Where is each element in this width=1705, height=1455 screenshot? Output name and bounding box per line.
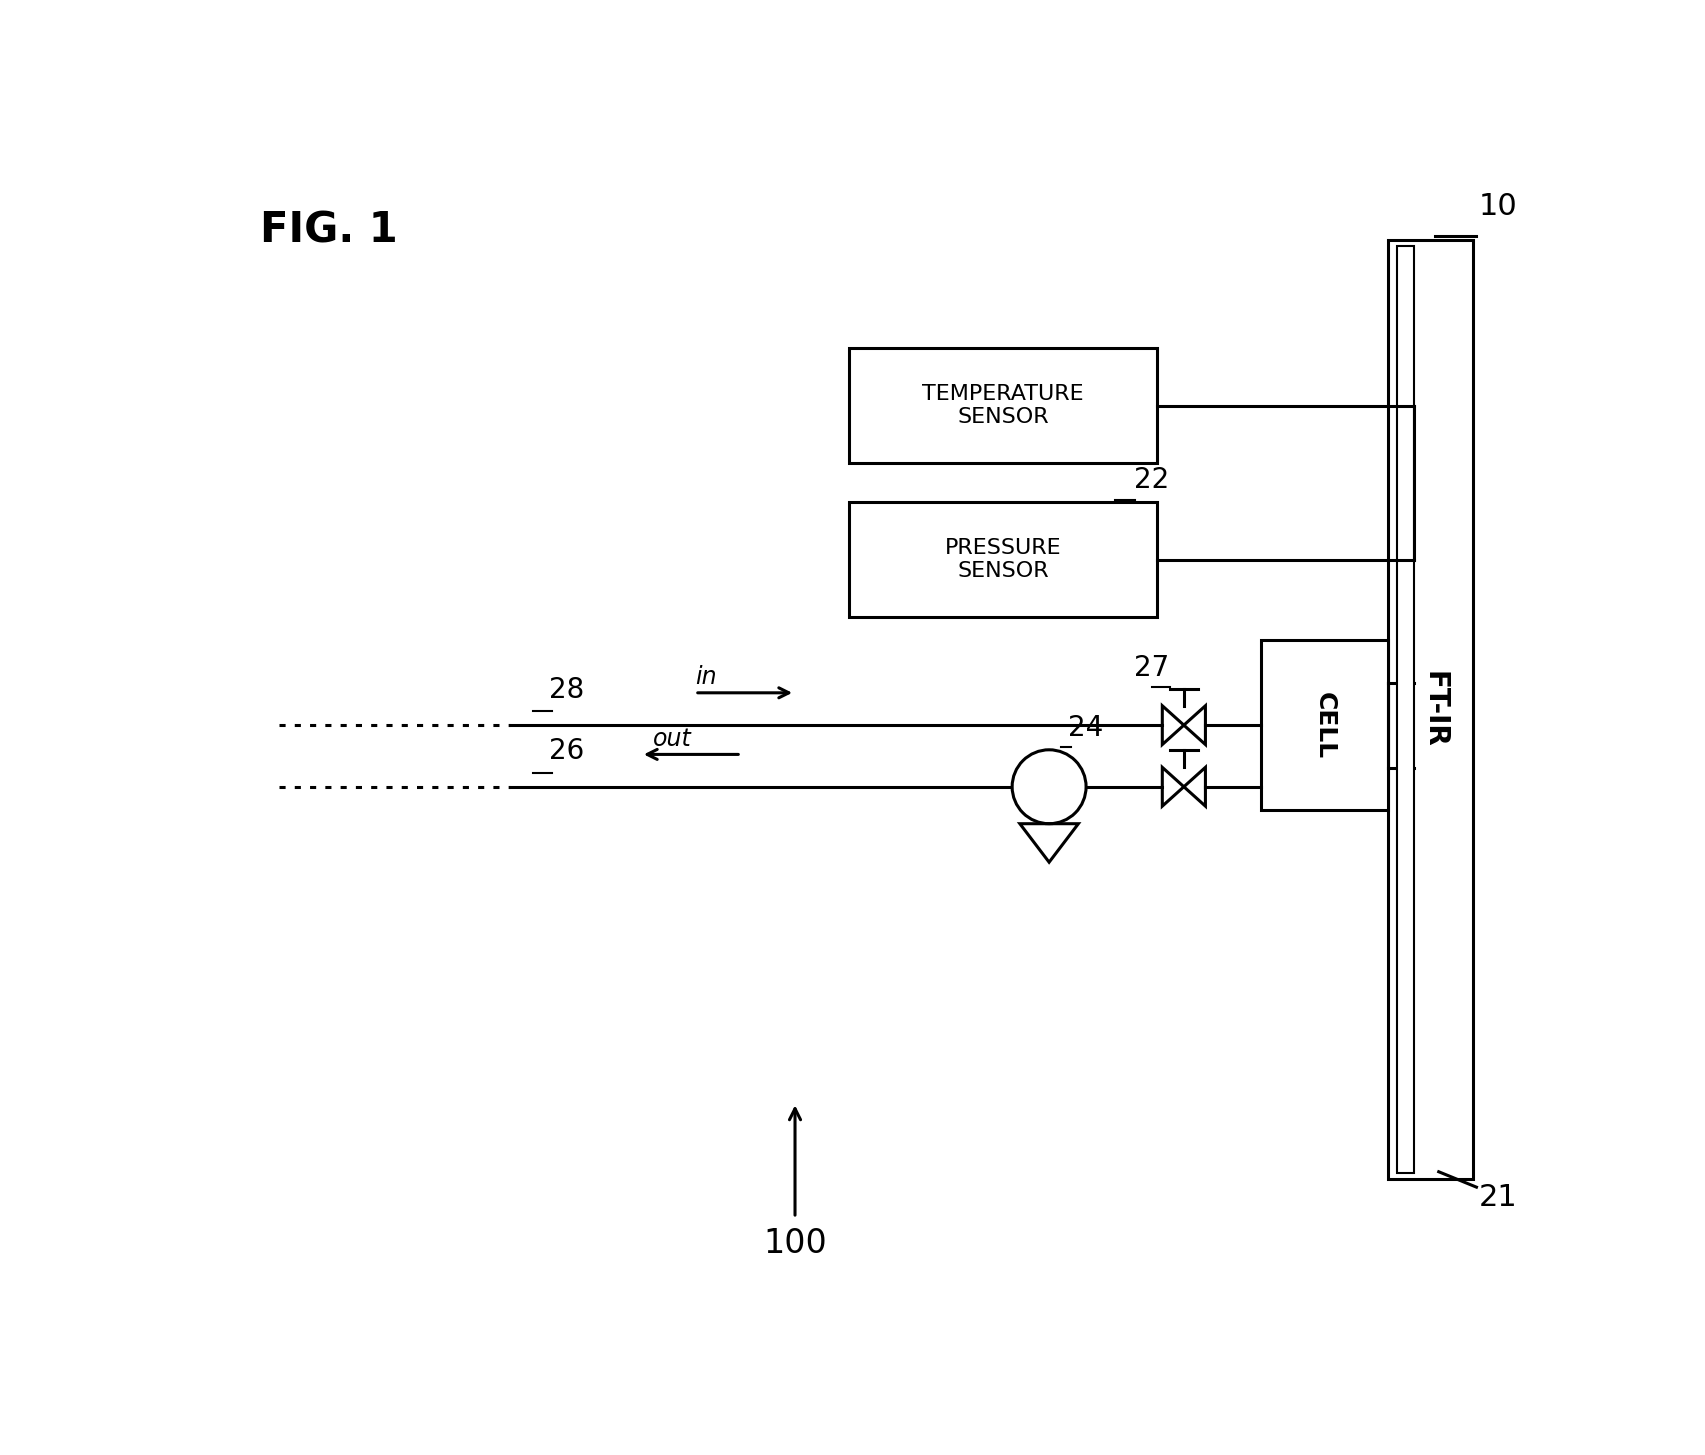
Text: FT-IR: FT-IR [1419,671,1448,748]
Text: 28: 28 [549,675,583,704]
Text: out: out [653,726,691,751]
Text: 21: 21 [1478,1183,1517,1212]
Text: 27: 27 [1134,655,1168,682]
Bar [849,348,1156,463]
Text: CELL: CELL [1311,691,1335,758]
Text: 22: 22 [1134,466,1168,495]
Bar [849,502,1156,617]
Bar [1396,246,1413,1173]
Text: PRESSURE
SENSOR: PRESSURE SENSOR [945,538,1061,581]
Circle shape [1011,749,1086,824]
Text: TEMPERATURE
SENSOR: TEMPERATURE SENSOR [922,384,1083,428]
Bar [1260,640,1388,810]
Text: 24: 24 [1067,714,1103,742]
Text: 100: 100 [762,1227,827,1260]
Text: 10: 10 [1478,192,1517,221]
Text: FIG. 1: FIG. 1 [259,210,397,252]
Bar [1388,240,1471,1180]
Text: in: in [694,665,716,690]
Text: 26: 26 [549,738,583,765]
